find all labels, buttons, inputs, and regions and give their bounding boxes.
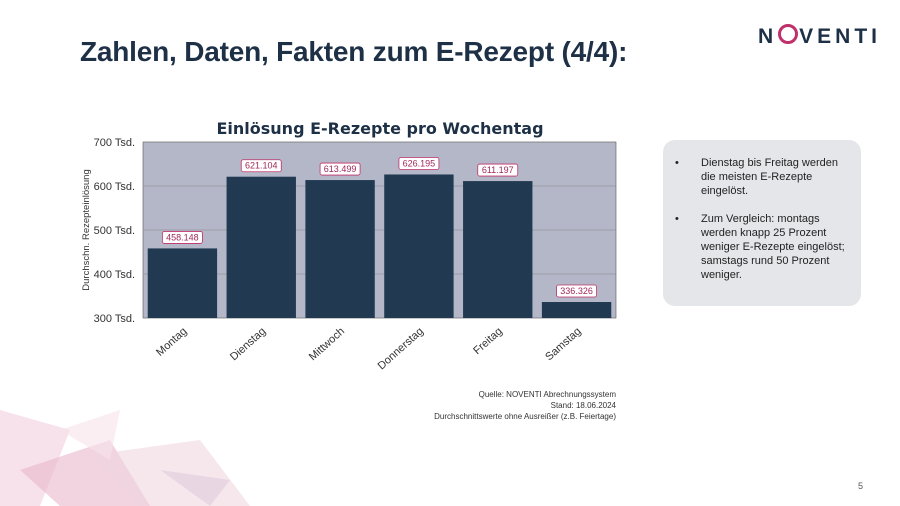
data-label: 626.195 <box>403 158 436 168</box>
source-note: Quelle: NOVENTI Abrechnungssystem Stand:… <box>434 389 616 422</box>
data-label-box <box>477 163 519 177</box>
x-tick-label: Montag <box>154 325 189 358</box>
x-tick-label: Donnerstag <box>376 325 426 372</box>
bar-dienstag <box>226 176 296 318</box>
x-tick-label: Freitag <box>471 325 504 357</box>
data-label: 611.197 <box>482 165 514 175</box>
bar-mittwoch <box>305 180 375 318</box>
page-number: 5 <box>858 481 864 491</box>
data-label-box <box>240 159 282 173</box>
x-tick-label: Dienstag <box>228 325 268 363</box>
logo-o-ring-icon <box>778 24 799 44</box>
note-bullet: Dienstag bis Freitag werden die meisten … <box>675 156 847 198</box>
bar-samstag <box>541 302 612 318</box>
data-label-box <box>556 284 597 298</box>
data-label-box <box>398 157 440 170</box>
gridlines <box>143 141 616 319</box>
bars <box>147 174 612 318</box>
data-labels: 458.148 621.104 613.499 626.195 611.197 336.3… <box>162 157 597 298</box>
slide-title: Zahlen, Daten, Fakten zum E-Rezept (4/4)… <box>80 36 628 67</box>
source-line: Quelle: NOVENTI Abrechnungssystem <box>478 390 616 399</box>
data-label: 458.148 <box>166 232 199 242</box>
bar-donnerstag <box>384 174 454 318</box>
bar-freitag <box>463 181 533 318</box>
data-label-box <box>162 231 203 244</box>
y-axis: 300 Tsd. 400 Tsd. 500 Tsd. 600 Tsd. 700 Tsd. <box>94 137 135 325</box>
notes-panel: Dienstag bis Freitag werden die meisten … <box>663 140 861 306</box>
noventi-logo: N VENTI <box>758 24 881 49</box>
source-date: Stand: 18.06.2024 <box>550 401 616 410</box>
data-label: 613.499 <box>324 164 357 174</box>
note-bullet: Zum Vergleich: montags werden knapp 25 P… <box>675 212 847 282</box>
y-tick-label: 700 Tsd. <box>94 137 135 149</box>
y-axis-label: Durchschn. Rezepteinlösung <box>81 169 92 290</box>
data-label: 336.326 <box>560 286 593 296</box>
data-label-box <box>319 162 361 176</box>
y-tick-label: 600 Tsd. <box>94 181 135 193</box>
x-tick-label: Mittwoch <box>307 325 347 363</box>
y-tick-label: 500 Tsd. <box>94 225 135 237</box>
logo-text-end: VENTI <box>799 25 882 48</box>
chart-title: Einlösung E-Rezepte pro Wochentag <box>216 119 543 138</box>
x-axis: Montag Dienstag Mittwoch Donnerstag Freitag S… <box>154 325 583 372</box>
x-tick-label: Samstag <box>543 325 583 363</box>
y-tick-label: 300 Tsd. <box>94 313 135 325</box>
y-tick-label: 400 Tsd. <box>94 269 135 281</box>
bar-montag <box>147 248 218 318</box>
data-label: 621.104 <box>245 161 278 171</box>
source-remark: Durchschnittswerte ohne Ausreißer (z.B. … <box>434 412 616 421</box>
logo-text-start: N <box>758 25 778 48</box>
